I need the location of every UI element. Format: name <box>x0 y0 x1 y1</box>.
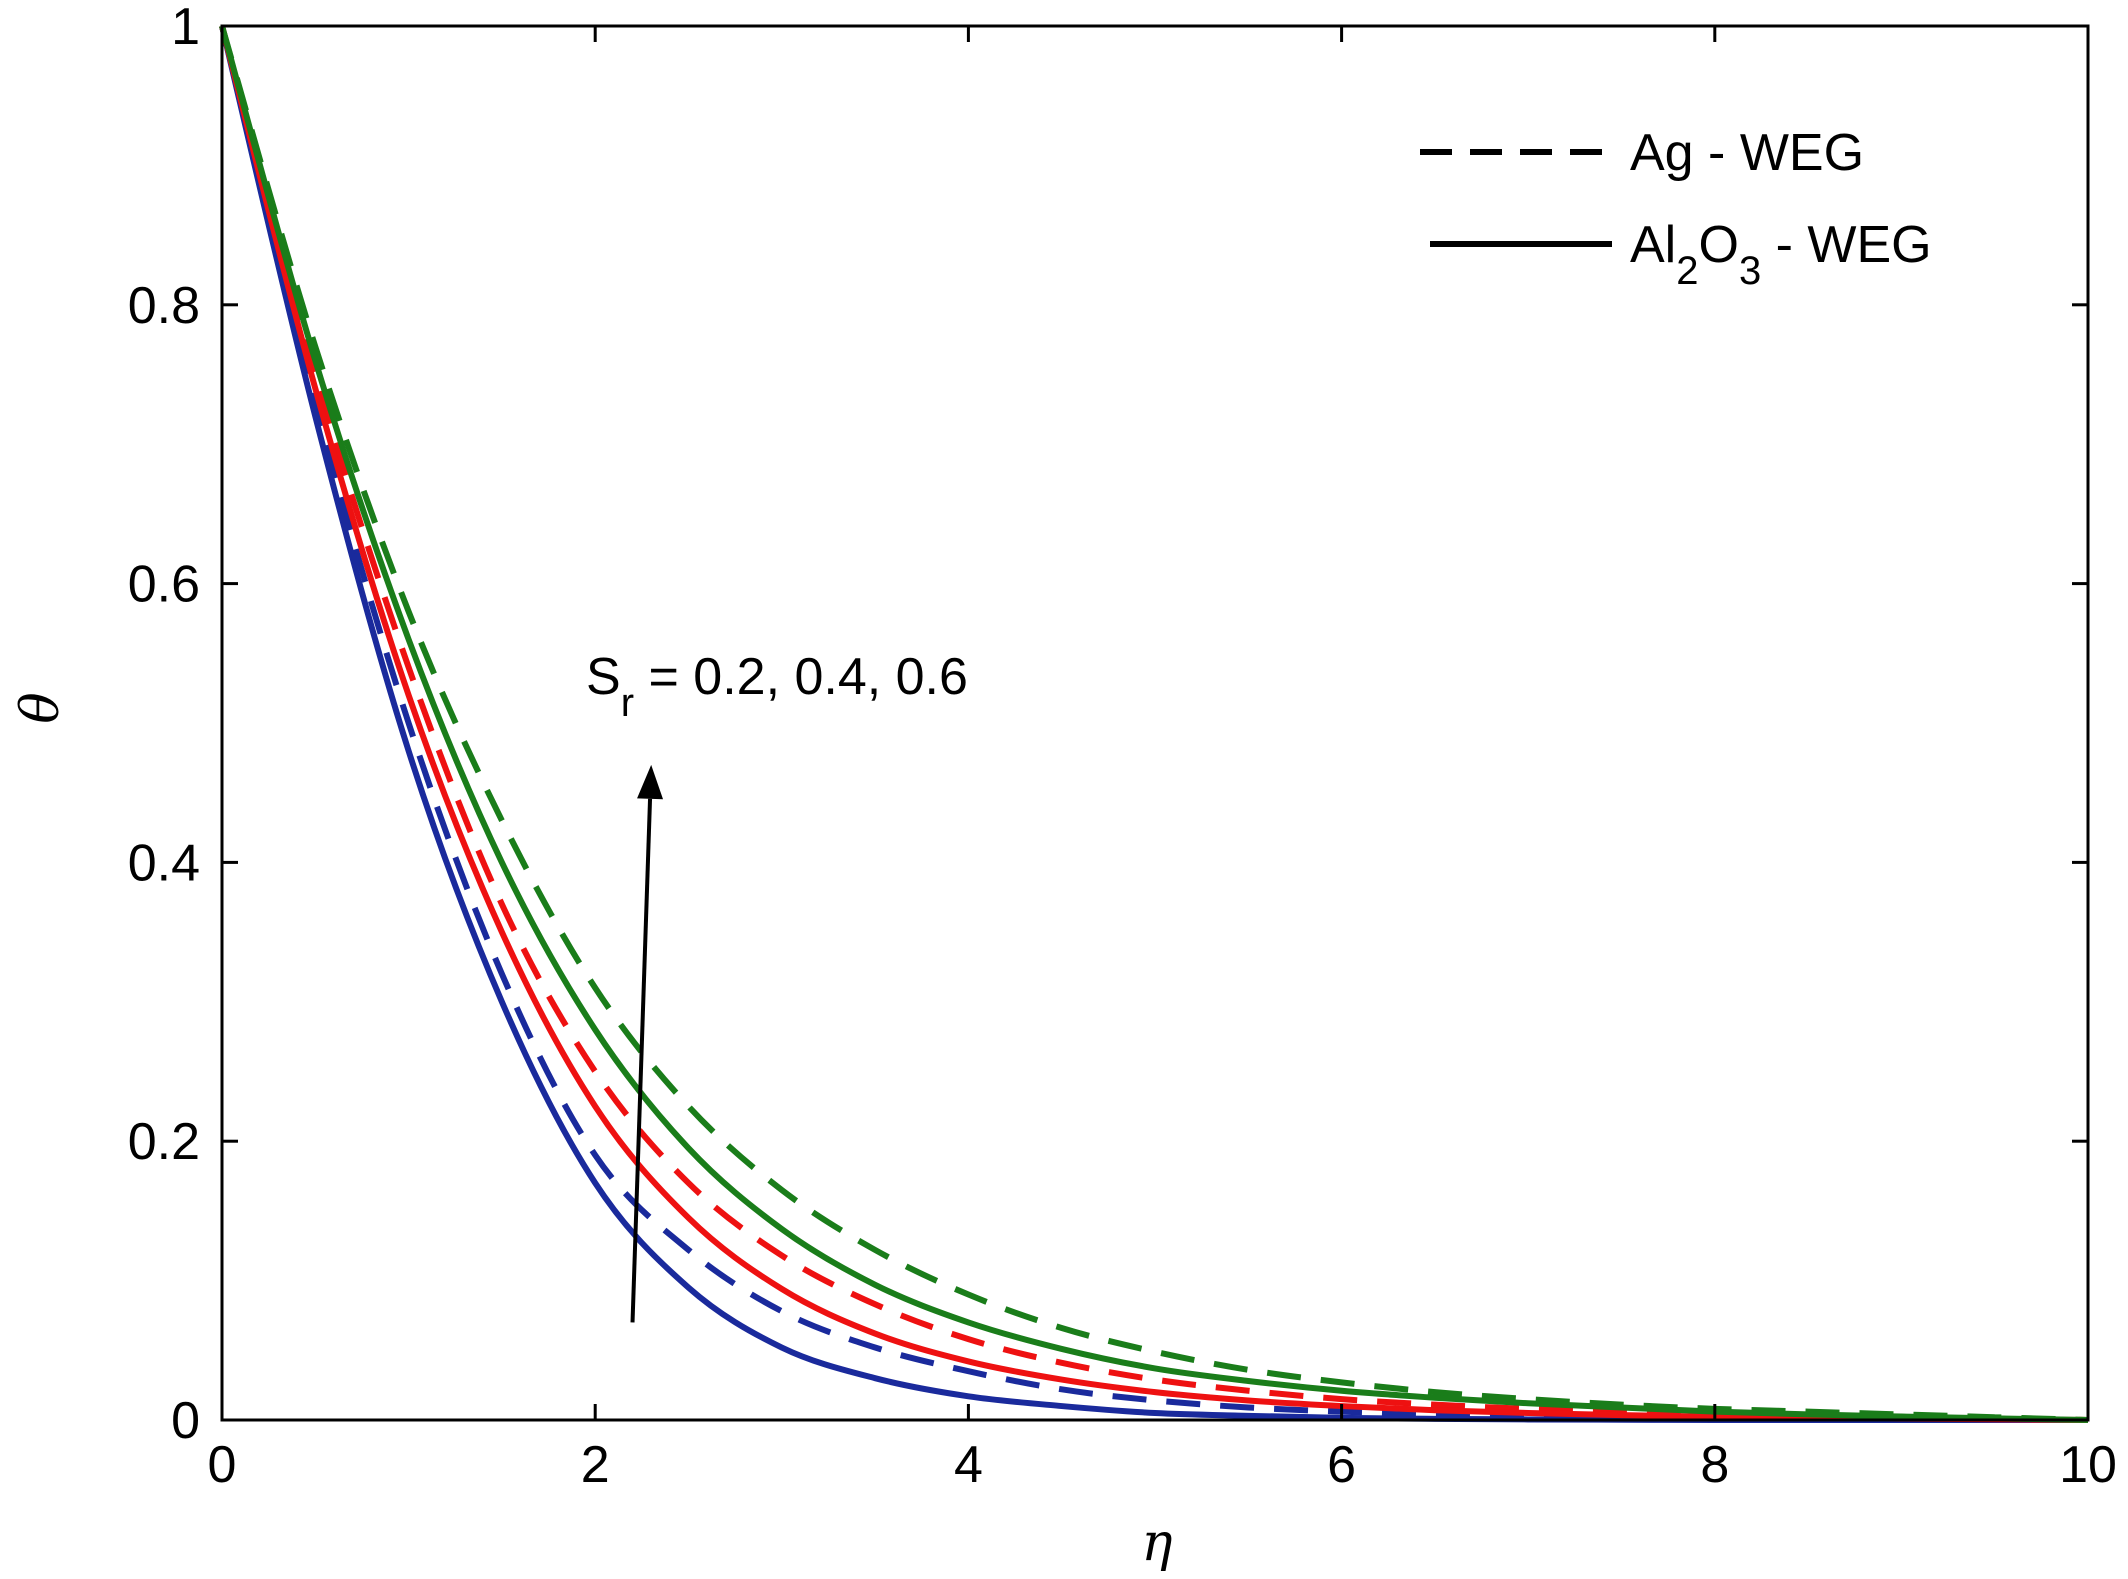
y-axis-label: θ <box>11 692 71 723</box>
series-line-al2o3-weg-sr-0-4 <box>219 25 2089 1423</box>
sr-annotation-text: Sr = 0.2, 0.4, 0.6 <box>586 648 968 725</box>
legend-label-ag-weg: Ag - WEG <box>1630 124 1864 182</box>
x-tick-label: 6 <box>1327 1436 1356 1494</box>
sr-annotation: Sr = 0.2, 0.4, 0.6 <box>586 648 968 1323</box>
series-line-al2o3-weg-sr-0-6 <box>219 25 2089 1423</box>
y-tick-label: 0.8 <box>128 277 200 335</box>
y-tick-label: 0.2 <box>128 1113 200 1171</box>
x-tick-label: 0 <box>208 1436 237 1494</box>
x-axis-label: η <box>1141 1513 1172 1573</box>
x-tick-label: 10 <box>2059 1436 2117 1494</box>
x-tick-label: 8 <box>1700 1436 1729 1494</box>
x-tick-label: 2 <box>581 1436 610 1494</box>
axes-frame <box>220 24 2090 1422</box>
tick-group: 0 2 4 6 8 10 0 0.2 0.4 0.6 0.8 1 <box>128 0 2117 1494</box>
y-tick-label: 1 <box>171 0 200 56</box>
legend-label-al2o3-weg: Al2O3 - WEG <box>1630 216 1932 293</box>
y-tick-label: 0.4 <box>128 834 200 892</box>
y-tick-label: 0 <box>171 1392 200 1450</box>
x-tick-label: 4 <box>954 1436 983 1494</box>
y-tick-label: 0.6 <box>128 556 200 614</box>
sr-arrowhead <box>637 764 664 800</box>
legend: Ag - WEG Al2O3 - WEG <box>1420 124 1932 293</box>
sr-arrow <box>630 798 653 1323</box>
